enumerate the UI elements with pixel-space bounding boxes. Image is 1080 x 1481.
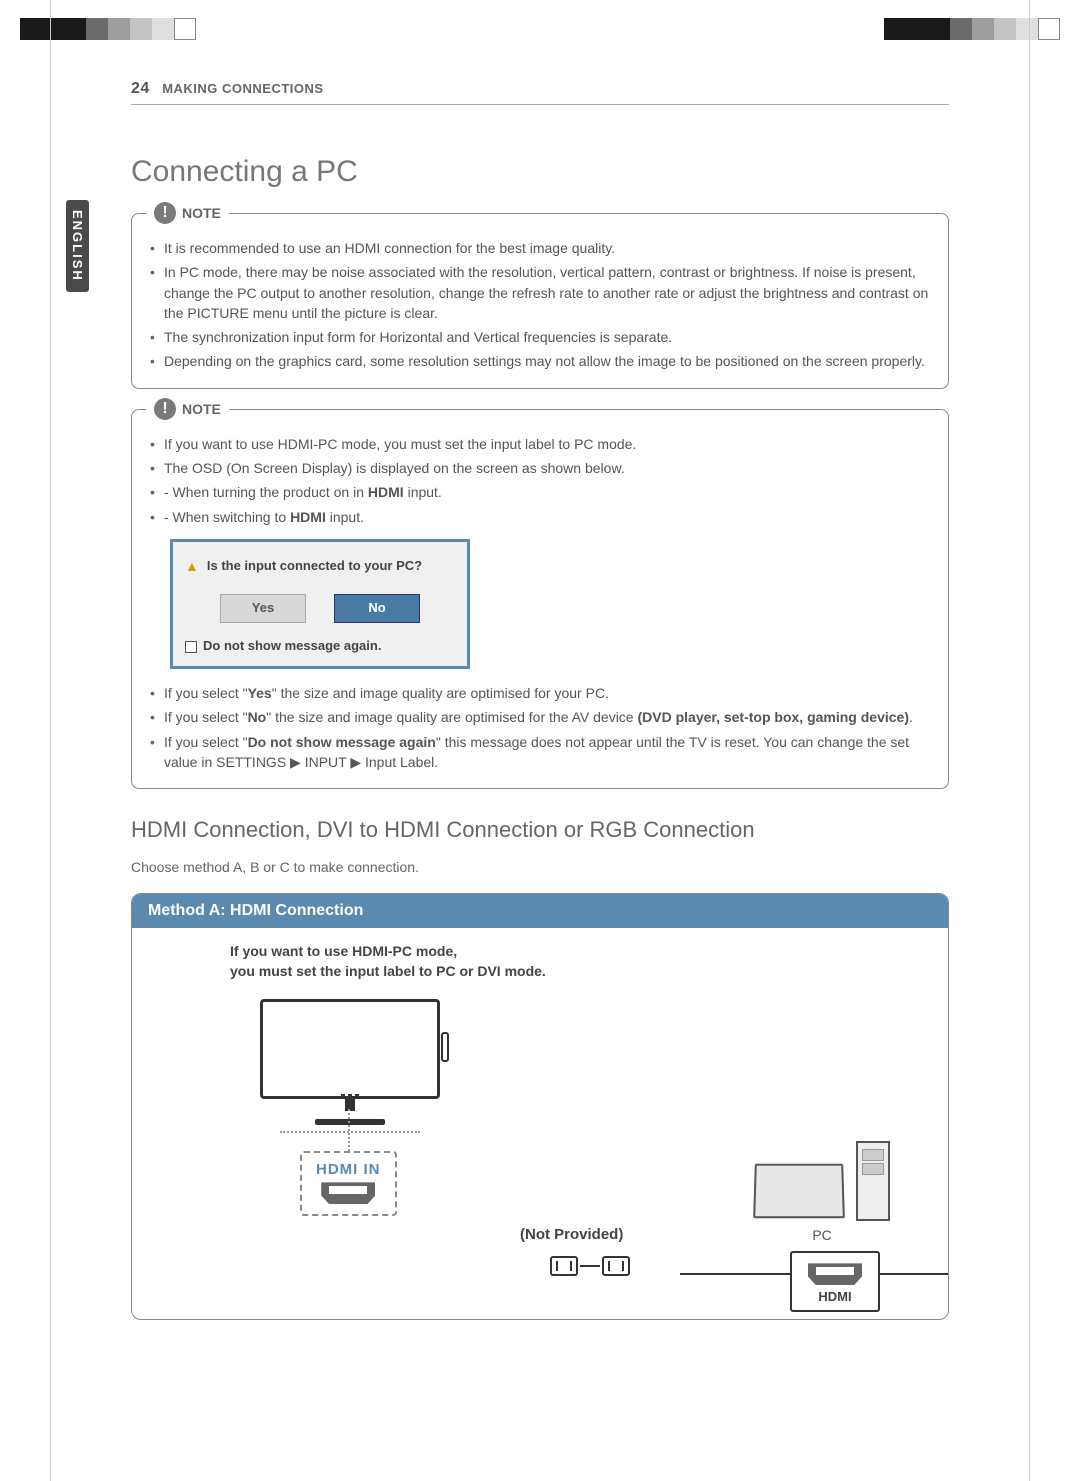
note2-item: If you want to use HDMI-PC mode, you mus…	[150, 434, 930, 454]
subtitle: HDMI Connection, DVI to HDMI Connection …	[131, 817, 949, 843]
note2-item: The OSD (On Screen Display) is displayed…	[150, 458, 930, 478]
guide-line	[348, 1109, 350, 1151]
checkbox-icon[interactable]	[185, 641, 197, 653]
note-box-1: ! NOTE It is recommended to use an HDMI …	[131, 213, 949, 389]
hdmi-cable-icon	[550, 1256, 630, 1276]
osd-no-button[interactable]: No	[334, 594, 420, 623]
laptop-icon	[753, 1164, 845, 1218]
hdmi-port-icon	[321, 1182, 375, 1204]
page-number: 24	[131, 80, 150, 97]
note1-item: In PC mode, there may be noise associate…	[150, 262, 930, 323]
pc-icon-group: PC	[754, 1141, 890, 1243]
hdmi-out-port: HDMI	[790, 1251, 880, 1312]
guide-line	[280, 1131, 420, 1133]
page-header: 24 MAKING CONNECTIONS	[131, 80, 949, 105]
note-box-2: ! NOTE If you want to use HDMI-PC mode, …	[131, 409, 949, 789]
info-icon: !	[154, 398, 176, 420]
hdmi-port-icon	[808, 1263, 862, 1285]
note2-post-item: If you select "No" the size and image qu…	[150, 707, 930, 727]
intro-text: Choose method A, B or C to make connecti…	[131, 859, 949, 875]
warning-icon: ▲	[185, 556, 199, 576]
info-icon: !	[154, 202, 176, 224]
hdmi-in-port: HDMI IN	[300, 1151, 397, 1216]
pc-tower-icon	[856, 1141, 890, 1221]
note2-post-item: If you select "Do not show message again…	[150, 732, 930, 773]
osd-title: ▲ Is the input connected to your PC?	[185, 556, 455, 576]
connection-diagram: HDMI IN (Not Provided) PC	[150, 991, 930, 1301]
osd-yes-button[interactable]: Yes	[220, 594, 306, 623]
page-frame: ENGLISH 24 MAKING CONNECTIONS Connecting…	[50, 0, 1030, 1481]
note2-item: - When turning the product on in HDMI in…	[150, 482, 930, 502]
osd-dialog: ▲ Is the input connected to your PC? Yes…	[170, 539, 470, 669]
method-a-header: Method A: HDMI Connection	[132, 894, 948, 928]
osd-checkbox-row[interactable]: Do not show message again.	[185, 637, 455, 656]
language-tab: ENGLISH	[66, 200, 89, 292]
note-label-2: ! NOTE	[146, 398, 229, 420]
note1-item: It is recommended to use an HDMI connect…	[150, 238, 930, 258]
note1-item: Depending on the graphics card, some res…	[150, 351, 930, 371]
tv-icon	[260, 999, 440, 1125]
not-provided-label: (Not Provided)	[520, 1226, 623, 1243]
method-a-note: If you want to use HDMI-PC mode, you mus…	[230, 942, 930, 981]
method-a-box: Method A: HDMI Connection If you want to…	[131, 893, 949, 1320]
note1-item: The synchronization input form for Horiz…	[150, 327, 930, 347]
note-label-1: ! NOTE	[146, 202, 229, 224]
note2-post-item: If you select "Yes" the size and image q…	[150, 683, 930, 703]
section-name: MAKING CONNECTIONS	[162, 81, 323, 96]
note2-item: - When switching to HDMI input.	[150, 507, 930, 527]
pc-label: PC	[754, 1227, 890, 1243]
page-title: Connecting a PC	[131, 155, 949, 189]
